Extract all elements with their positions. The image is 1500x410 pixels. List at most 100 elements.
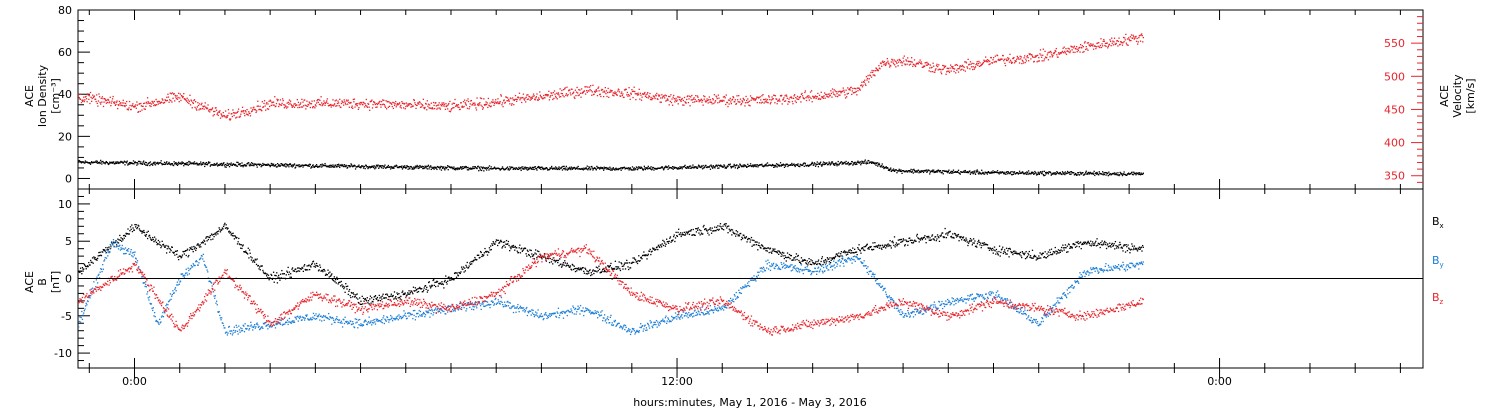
data-point <box>803 98 805 100</box>
data-point <box>821 96 824 99</box>
data-point <box>784 100 787 102</box>
data-point <box>291 104 293 107</box>
data-point <box>931 169 934 171</box>
data-point <box>91 97 93 100</box>
data-point <box>392 294 394 297</box>
data-point <box>426 168 428 170</box>
data-point <box>482 166 484 168</box>
data-point <box>112 95 114 98</box>
data-point <box>453 166 455 168</box>
data-point <box>109 96 111 98</box>
data-point <box>598 265 600 267</box>
data-point <box>239 163 241 165</box>
data-point <box>874 163 876 165</box>
data-point <box>169 248 172 250</box>
data-point <box>322 104 324 106</box>
data-point <box>679 167 682 170</box>
data-point <box>394 297 396 299</box>
data-point <box>78 159 80 162</box>
data-point <box>94 161 97 163</box>
data-point <box>396 165 398 167</box>
data-point <box>655 95 657 97</box>
data-point <box>693 167 696 169</box>
data-point <box>255 259 257 261</box>
data-point <box>551 167 553 169</box>
data-point <box>929 64 931 66</box>
data-point <box>973 170 976 172</box>
data-point <box>293 164 295 166</box>
data-point <box>176 250 179 252</box>
data-point <box>131 224 133 226</box>
data-point <box>141 230 144 233</box>
data-point <box>311 262 313 265</box>
data-point <box>926 171 928 173</box>
data-point <box>1024 172 1026 175</box>
data-point <box>1095 46 1098 48</box>
data-point <box>1096 171 1098 174</box>
data-point <box>667 99 669 101</box>
data-point <box>830 162 833 164</box>
data-point <box>745 165 747 167</box>
data-point <box>513 246 515 248</box>
data-point <box>596 271 598 273</box>
data-point <box>616 93 618 96</box>
data-point <box>479 97 482 99</box>
data-point <box>342 101 344 104</box>
data-point <box>878 162 880 164</box>
data-point <box>339 98 341 100</box>
data-point <box>978 173 980 175</box>
data-point <box>277 276 279 278</box>
data-point <box>423 287 425 289</box>
data-point <box>375 106 377 109</box>
data-point <box>556 98 558 100</box>
data-point <box>81 100 84 102</box>
data-point <box>674 240 676 243</box>
data-point <box>881 61 883 63</box>
data-point <box>670 94 672 96</box>
data-point <box>240 113 242 115</box>
data-point <box>124 234 126 237</box>
data-point <box>210 109 213 111</box>
data-point <box>565 165 568 168</box>
data-point <box>952 67 955 70</box>
data-point <box>79 98 81 100</box>
data-point <box>313 105 315 108</box>
data-point <box>180 257 182 259</box>
data-point <box>865 84 867 87</box>
data-point <box>861 162 864 164</box>
data-point <box>933 171 935 174</box>
data-point <box>1075 173 1077 175</box>
data-point <box>538 166 540 168</box>
data-point <box>691 94 693 97</box>
data-point <box>626 262 629 264</box>
data-point <box>436 168 438 171</box>
data-point <box>673 167 675 169</box>
data-point <box>736 95 738 97</box>
data-point <box>1108 43 1111 45</box>
data-point <box>398 296 401 299</box>
data-point <box>969 68 971 70</box>
data-point <box>191 100 193 102</box>
data-point <box>532 166 535 169</box>
data-point <box>713 94 716 96</box>
data-point <box>494 167 496 169</box>
data-point <box>872 71 874 74</box>
data-point <box>561 166 563 168</box>
data-point <box>501 104 503 106</box>
data-point <box>171 101 173 103</box>
data-point <box>595 270 597 272</box>
data-point <box>167 246 170 248</box>
data-point <box>336 278 339 280</box>
data-point <box>1009 53 1011 56</box>
data-point <box>1077 48 1079 50</box>
data-point <box>254 258 256 260</box>
data-point <box>890 167 892 169</box>
data-point <box>100 161 102 163</box>
data-point <box>119 239 122 241</box>
data-point <box>291 166 293 168</box>
data-point <box>407 103 409 105</box>
data-point <box>992 57 995 59</box>
data-point <box>181 161 183 163</box>
data-point <box>571 269 573 271</box>
data-point <box>155 98 157 101</box>
